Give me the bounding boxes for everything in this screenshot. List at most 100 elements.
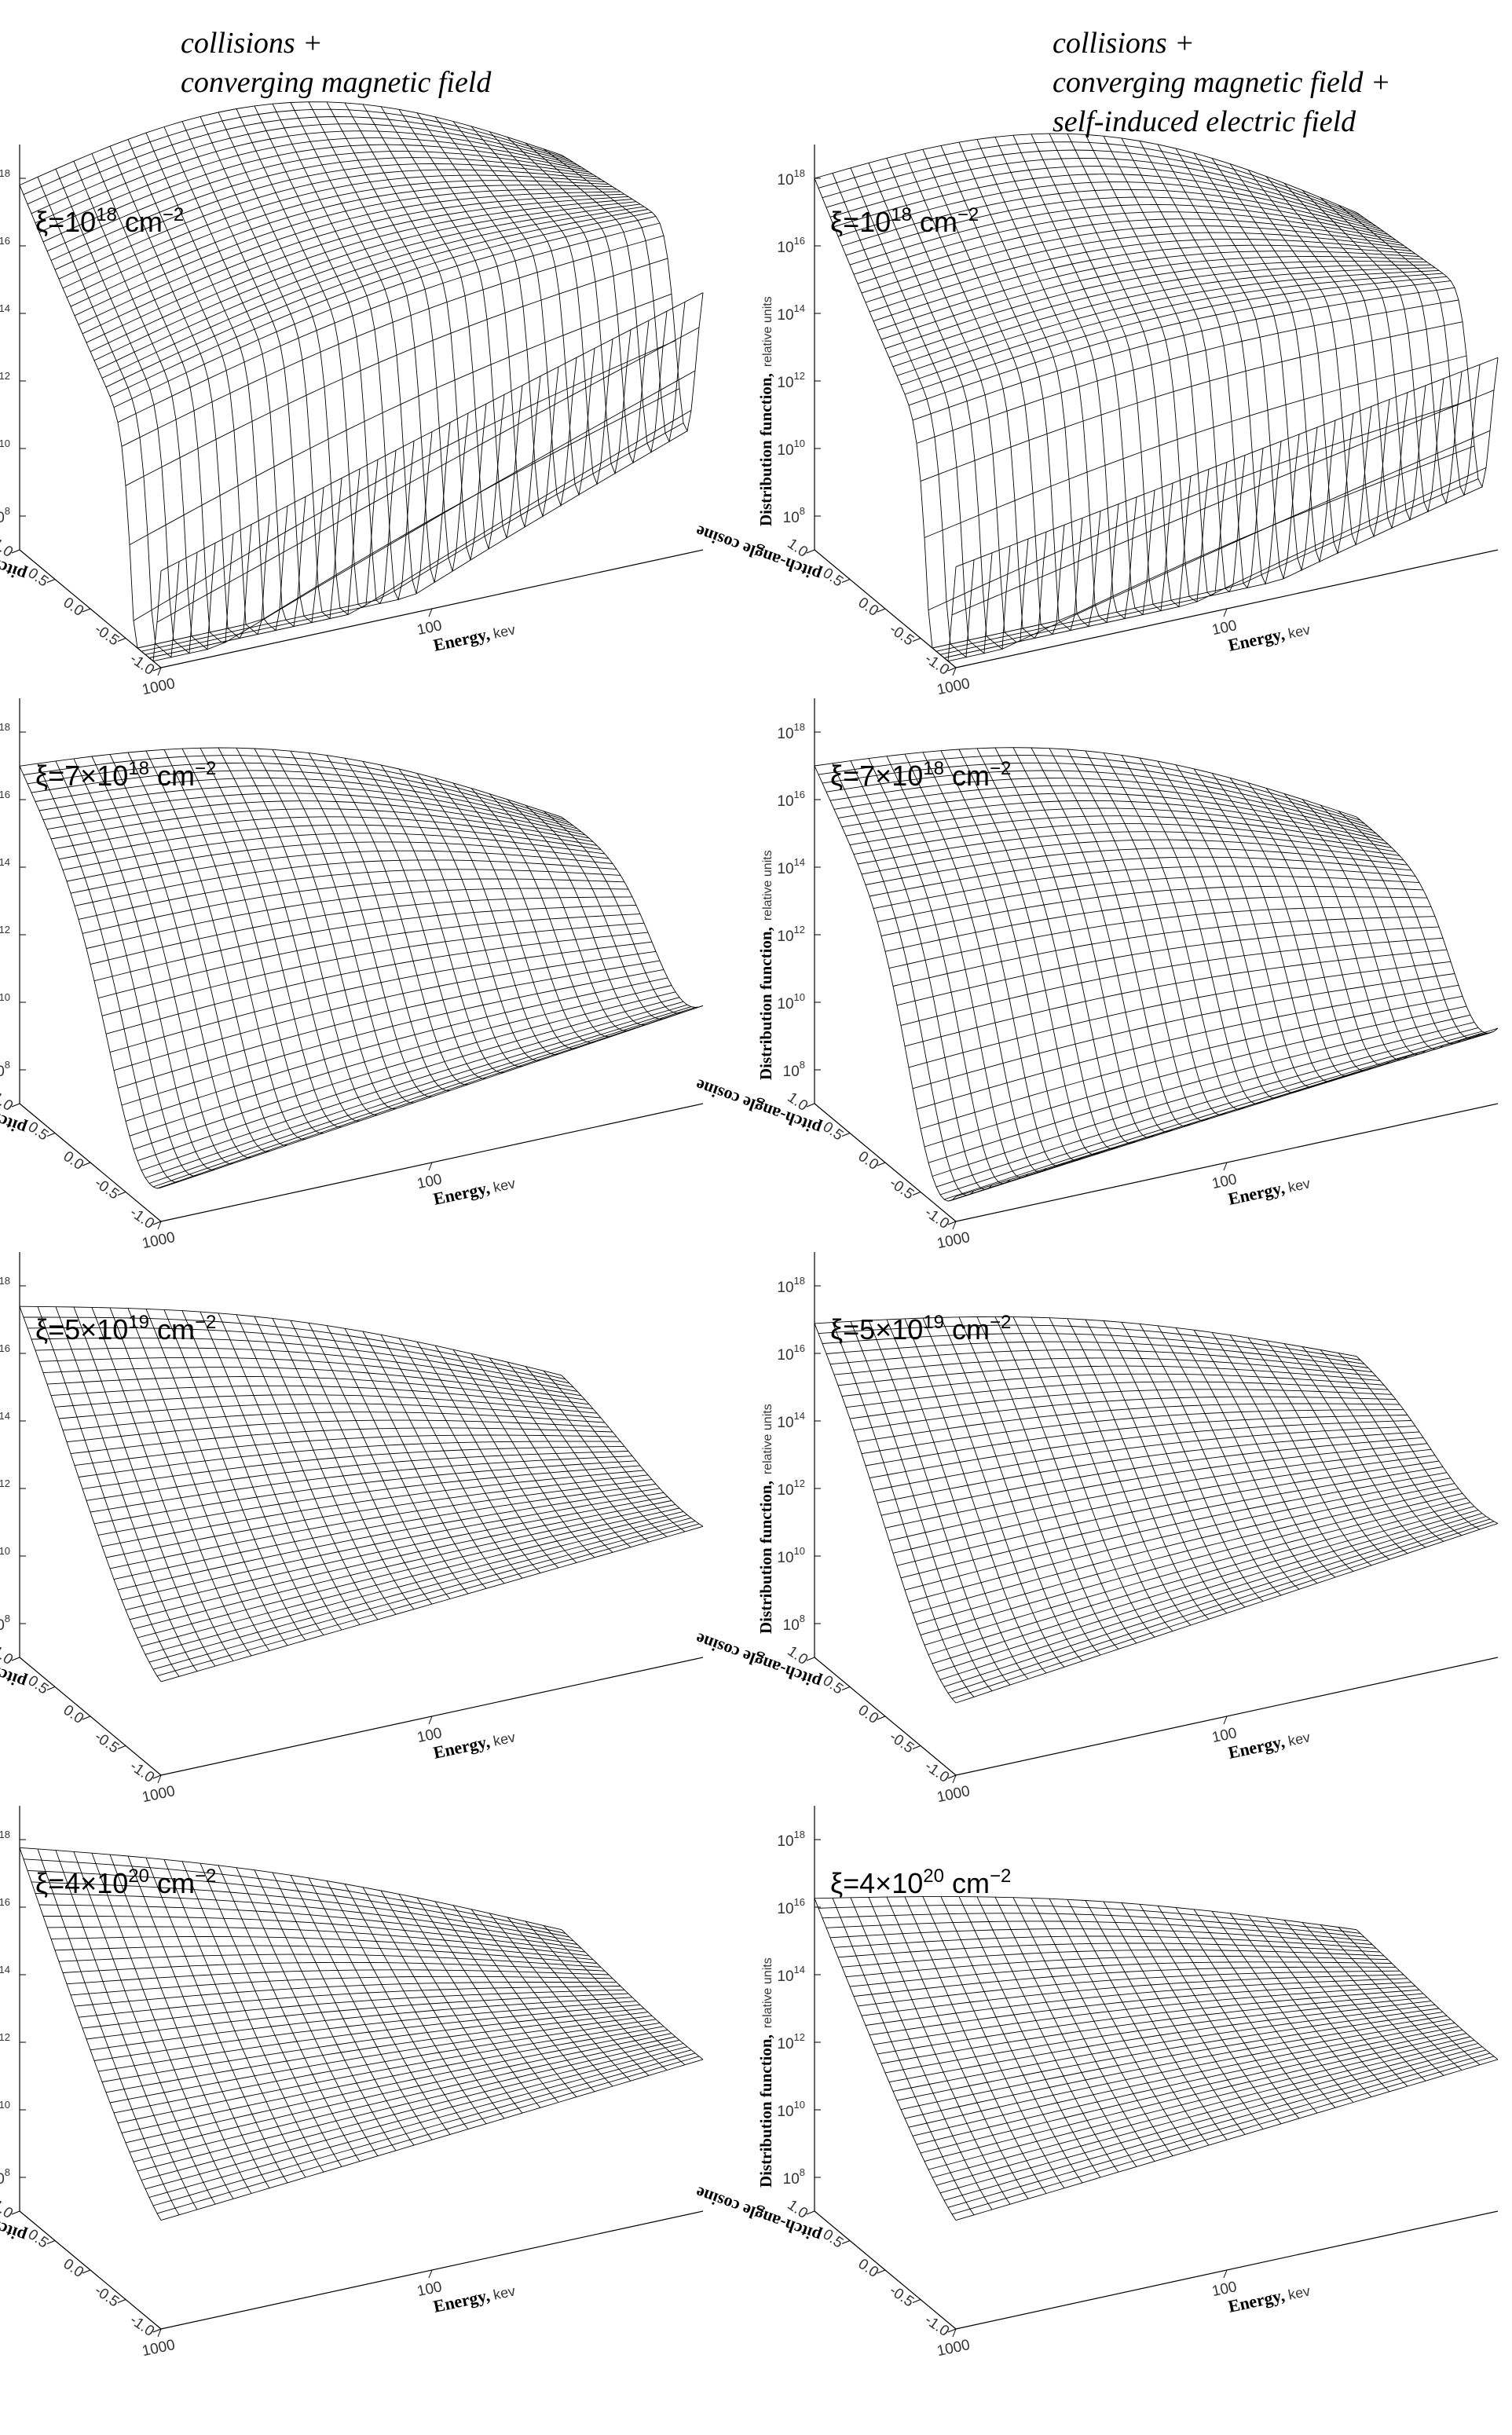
- z-tick-label: 1018: [777, 721, 805, 742]
- mesh-line: [489, 1913, 632, 2082]
- energy-tick-label: 1000: [141, 1229, 177, 1252]
- mesh-line: [829, 1928, 1373, 1945]
- z-tick-base: 10: [0, 510, 5, 526]
- mesh-line: [156, 1523, 700, 1677]
- pitch-tick: [947, 2328, 957, 2333]
- z-tick-exponent: 14: [794, 1410, 805, 1422]
- z-tick-exponent: 12: [794, 370, 805, 382]
- pitch-tick: [806, 2210, 815, 2215]
- pitch-tick-label: -1.0: [921, 1204, 952, 1232]
- mesh-line: [861, 1409, 1404, 1455]
- z-tick-label: 1012: [777, 2031, 805, 2052]
- mesh-line: [1031, 1316, 1173, 1631]
- mesh-line: [525, 1921, 668, 2071]
- surface-chart: ξ=5×1019 cm−210810101012101410161018Dist…: [0, 1252, 704, 1806]
- z-tick-exponent: 18: [0, 721, 10, 733]
- mesh-line: [200, 116, 342, 620]
- z-tick-base: 10: [777, 1415, 793, 1431]
- mesh-line: [1338, 1927, 1481, 2066]
- mesh-line: [1301, 1346, 1444, 1542]
- mesh-line: [912, 1483, 1455, 1614]
- mesh-line: [873, 866, 1416, 910]
- z-tick-exponent: 18: [794, 721, 805, 733]
- z-tick-label: 1018: [0, 1829, 10, 1850]
- title-unit-exponent: −2: [990, 1866, 1011, 1887]
- mesh-line: [127, 752, 270, 1152]
- z-tick-exponent: 8: [5, 1059, 10, 1071]
- mesh-line: [869, 1982, 1412, 2036]
- energy-tick: [157, 1221, 162, 1230]
- pitch-tick-label: 1.0: [0, 1643, 16, 1668]
- z-tick-exponent: 18: [794, 167, 805, 179]
- mesh-line: [62, 833, 606, 871]
- z-tick-exponent: 18: [0, 1829, 10, 1840]
- z-tick-label: 1016: [0, 789, 10, 810]
- mesh-line: [1229, 163, 1372, 547]
- z-tick-label: 1010: [777, 1545, 805, 1566]
- mesh-line: [19, 1306, 162, 1683]
- mesh-line: [1320, 1924, 1463, 2071]
- pitch-tick: [947, 667, 957, 672]
- pitch-tick-label: -0.5: [886, 1729, 917, 1757]
- mesh-line: [900, 937, 1444, 1026]
- z-tick-label: 1014: [0, 1964, 10, 1985]
- energy-axis-label: Energy, kev: [431, 1726, 517, 1762]
- pitch-tick-label: -1.0: [921, 1758, 952, 1786]
- surface-mesh: [19, 747, 704, 1189]
- pitch-tick: [841, 1133, 851, 1137]
- mesh-line: [947, 2052, 1491, 2208]
- mesh-line: [236, 1314, 379, 1620]
- pitch-tick-label: 0.0: [60, 2256, 86, 2281]
- mesh-line: [1121, 755, 1264, 1104]
- mesh-line: [1301, 1922, 1444, 2076]
- mesh-line: [290, 1320, 433, 1605]
- mesh-line: [924, 2033, 1467, 2162]
- pitch-tick: [877, 1162, 886, 1166]
- mesh-line: [129, 293, 672, 545]
- mesh-line: [1121, 137, 1264, 589]
- title-exponent: 18: [96, 204, 117, 225]
- z-tick-exponent: 12: [0, 1477, 10, 1489]
- mesh-line: [940, 1317, 1083, 1662]
- surface-chart: ξ=1018 cm−210810101012101410161018Distri…: [0, 101, 704, 698]
- mesh-line: [940, 145, 1083, 632]
- mesh-line: [1103, 1320, 1246, 1608]
- z-tick-base: 10: [777, 928, 793, 945]
- pitch-tick: [841, 1686, 851, 1690]
- title-unit-exponent: −2: [990, 1312, 1011, 1333]
- mesh-line: [561, 1375, 704, 1527]
- mesh-line: [892, 267, 1436, 368]
- mesh-line: [958, 1316, 1101, 1656]
- z-tick-base: 10: [777, 2036, 793, 2052]
- mesh-line: [814, 133, 1357, 213]
- mesh-line: [326, 1325, 469, 1595]
- mesh-line: [218, 1865, 361, 2162]
- pitch-tick: [152, 1774, 162, 1779]
- z-tick-exponent: 14: [0, 1410, 10, 1422]
- mesh-line: [489, 131, 632, 475]
- energy-tick: [1223, 1715, 1228, 1725]
- z-tick-base: 10: [777, 996, 793, 1012]
- header-line: collisions +: [181, 27, 323, 60]
- mesh-line: [994, 1316, 1137, 1644]
- mesh-line: [1012, 135, 1155, 616]
- mesh-line: [416, 1897, 559, 2103]
- mesh-line: [58, 824, 602, 860]
- mesh-line: [91, 153, 234, 643]
- energy-axis-label: Energy, kev: [1226, 618, 1312, 654]
- mesh-line: [308, 752, 451, 1091]
- pitch-tick: [82, 1715, 91, 1720]
- energy-tick: [157, 667, 162, 676]
- mesh-line: [148, 1518, 692, 1663]
- z-axis-label-suffix: relative units: [761, 850, 774, 921]
- mesh-line: [814, 1323, 957, 1704]
- z-tick-exponent: 10: [0, 438, 10, 449]
- z-tick-label: 1014: [0, 302, 10, 324]
- mesh-line: [489, 793, 632, 1031]
- mesh-line: [922, 149, 1065, 635]
- mesh-line: [141, 2043, 684, 2181]
- energy-tick-label: 1000: [141, 676, 177, 698]
- mesh-line: [845, 1955, 1389, 1978]
- mesh-line: [896, 2008, 1440, 2101]
- mesh-line: [70, 850, 613, 894]
